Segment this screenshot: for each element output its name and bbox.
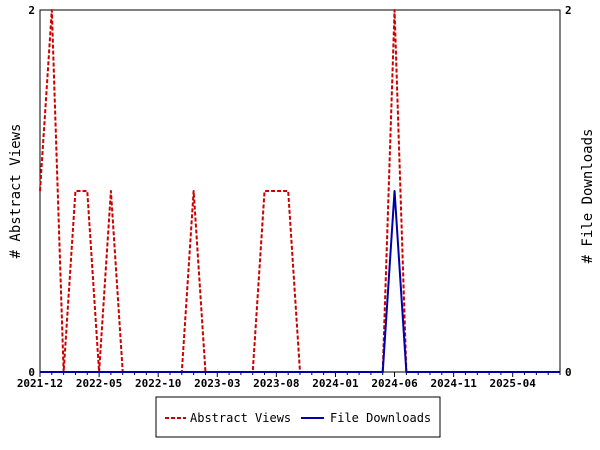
- x-tick-label: 2022-10: [135, 377, 181, 390]
- plot-area: [39, 9, 561, 373]
- x-tick-label: 2025-04: [490, 377, 537, 390]
- series-line-file-downloads: [40, 190, 560, 373]
- x-tick-label: 2021-12: [17, 377, 63, 390]
- series-layer: [39, 9, 560, 373]
- x-tick-label: 2024-06: [371, 377, 418, 390]
- x-tick-label: 2023-08: [253, 377, 299, 390]
- legend-label-abstract-views: Abstract Views: [190, 411, 291, 425]
- legend: Abstract Views File Downloads: [155, 396, 441, 438]
- legend-box: [155, 396, 441, 438]
- x-tick-labels: 2021-12 2022-05 2022-10 2023-03 2023-08 2024-…: [17, 377, 536, 390]
- y-tick-right-top: 2: [565, 4, 572, 17]
- legend-label-file-downloads: File Downloads: [330, 411, 431, 425]
- x-tick-label: 2022-05: [76, 377, 122, 390]
- x-tick-label: 2023-03: [194, 377, 240, 390]
- y-axis-right-title: # File Downloads: [580, 129, 596, 264]
- y-axis-left-title: # Abstract Views: [8, 124, 24, 259]
- x-tick-label: 2024-01: [312, 377, 359, 390]
- y-tick-right-bottom: 0: [565, 366, 572, 379]
- x-tick-label: 2024-11: [430, 377, 477, 390]
- y-tick-left-bottom: 0: [28, 366, 35, 379]
- y-tick-left-top: 2: [28, 4, 35, 17]
